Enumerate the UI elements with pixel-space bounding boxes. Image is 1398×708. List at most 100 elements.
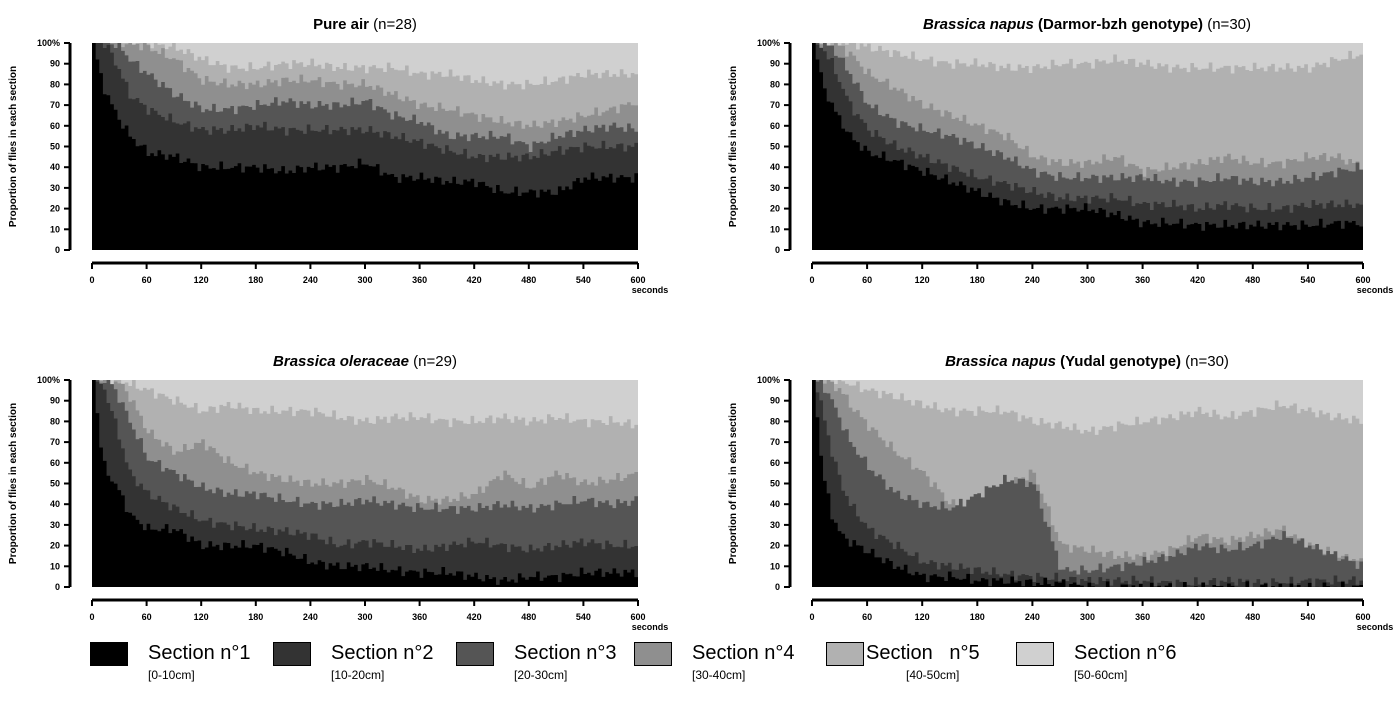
- y-tick-label: 100%: [757, 375, 780, 385]
- y-tick-label: 0: [775, 582, 780, 592]
- x-tick-label: 420: [1190, 612, 1205, 622]
- y-tick-label: 40: [770, 162, 780, 172]
- x-tick-label: 360: [412, 275, 427, 285]
- y-tick-label: 30: [50, 520, 60, 530]
- y-tick-label: 10: [770, 224, 780, 234]
- area-band-section-1: [812, 380, 1363, 587]
- y-tick-label: 80: [770, 79, 780, 89]
- x-tick-label: 240: [303, 612, 318, 622]
- legend-label: Section n°5: [866, 642, 980, 664]
- y-tick-label: 50: [50, 142, 60, 152]
- chart-title-n: (n=30): [1207, 16, 1251, 33]
- chart-title-main: Pure air: [313, 16, 373, 33]
- x-tick-label: 180: [248, 275, 263, 285]
- x-tick-label: 300: [357, 275, 372, 285]
- x-tick-label: 0: [89, 612, 94, 622]
- y-tick-label: 40: [50, 499, 60, 509]
- x-tick-label: 420: [467, 612, 482, 622]
- x-tick-label: 600: [1355, 612, 1370, 622]
- y-tick-label: 90: [770, 59, 780, 69]
- chart-title-n: (n=28): [373, 16, 417, 33]
- chart-title-main: (Darmor-bzh genotype): [1038, 16, 1207, 33]
- y-axis-label: Proportion of flies in each section: [8, 66, 19, 227]
- x-tick-label: 0: [89, 275, 94, 285]
- y-tick-label: 10: [50, 561, 60, 571]
- x-tick-label: 300: [1080, 275, 1095, 285]
- y-tick-label: 70: [770, 437, 780, 447]
- area-band-section-2: [92, 380, 638, 587]
- y-tick-label: 100%: [37, 38, 60, 48]
- legend-label: Section n°3: [514, 642, 617, 664]
- legend-swatch-section-3: [456, 642, 494, 666]
- legend-swatch-section-1: [90, 642, 128, 666]
- area-band-section-3: [812, 380, 1363, 587]
- chart-title: Pure air (n=28): [313, 16, 417, 33]
- legend-range: [40-50cm]: [906, 668, 960, 682]
- legend-range: [0-10cm]: [148, 668, 195, 682]
- y-tick-label: 80: [770, 416, 780, 426]
- y-tick-label: 20: [50, 204, 60, 214]
- y-tick-label: 60: [770, 458, 780, 468]
- x-tick-label: 600: [1355, 275, 1370, 285]
- y-axis-label: Proportion of flies in each section: [728, 403, 739, 564]
- x-tick-label: 300: [1080, 612, 1095, 622]
- y-tick-label: 20: [770, 204, 780, 214]
- chart-panel-1: 0 10 20 30 40 50 60 70 80 90 100% 0 60 120 180 240 300 36…: [8, 16, 668, 295]
- legend-swatch-section-6: [1016, 642, 1054, 666]
- y-axis-label: Proportion of flies in each section: [8, 403, 19, 564]
- x-tick-label: 60: [862, 612, 872, 622]
- y-tick-label: 90: [50, 59, 60, 69]
- x-tick-label: 180: [970, 275, 985, 285]
- chart-title: Brassica oleraceae (n=29): [273, 353, 457, 370]
- y-tick-label: 50: [50, 479, 60, 489]
- y-tick-label: 30: [770, 183, 780, 193]
- x-tick-label: 540: [576, 275, 591, 285]
- x-tick-label: 180: [248, 612, 263, 622]
- legend-label: Section n°4: [692, 642, 795, 664]
- y-tick-label: 80: [50, 79, 60, 89]
- y-tick-label: 30: [770, 520, 780, 530]
- x-tick-label: 420: [1190, 275, 1205, 285]
- x-tick-label: 60: [142, 612, 152, 622]
- y-tick-label: 10: [770, 561, 780, 571]
- x-tick-label: 360: [1135, 612, 1150, 622]
- legend-range: [20-30cm]: [514, 668, 568, 682]
- area-band-section-1: [812, 43, 1363, 250]
- chart-title-species: Brassica oleraceae: [273, 353, 413, 370]
- x-tick-label: 60: [862, 275, 872, 285]
- x-tick-label: 120: [915, 275, 930, 285]
- area-band-section-1: [92, 380, 638, 587]
- chart-title-main: (Yudal genotype): [1060, 353, 1185, 370]
- x-tick-label: 480: [521, 275, 536, 285]
- legend-label: Section n°6: [1074, 642, 1177, 664]
- x-tick-label: 480: [1245, 612, 1260, 622]
- legend-swatch-section-5: [826, 642, 864, 666]
- legend: Section n°1 [0-10cm] Section n°2 [10-20c…: [0, 638, 1398, 708]
- y-tick-label: 100%: [37, 375, 60, 385]
- x-tick-label: 480: [521, 612, 536, 622]
- legend-swatch-section-4: [634, 642, 672, 666]
- x-tick-label: 0: [809, 275, 814, 285]
- x-tick-label: 240: [303, 275, 318, 285]
- y-tick-label: 30: [50, 183, 60, 193]
- chart-title: Brassica napus (Yudal genotype) (n=30): [945, 353, 1229, 370]
- legend-range: [10-20cm]: [331, 668, 385, 682]
- y-tick-label: 40: [770, 499, 780, 509]
- x-tick-label: 180: [970, 612, 985, 622]
- x-tick-label: 360: [1135, 275, 1150, 285]
- x-tick-label: 120: [194, 612, 209, 622]
- x-tick-label: 540: [576, 612, 591, 622]
- chart-panel-4: 0 10 20 30 40 50 60 70 80 90 100% 0 60 120 180 240 300 36…: [728, 353, 1393, 632]
- x-tick-label: 540: [1300, 612, 1315, 622]
- x-tick-label: 420: [467, 275, 482, 285]
- legend-swatch-section-2: [273, 642, 311, 666]
- y-tick-label: 0: [775, 245, 780, 255]
- y-tick-label: 20: [770, 541, 780, 551]
- y-axis-label: Proportion of flies in each section: [728, 66, 739, 227]
- x-axis-label: seconds: [1357, 285, 1394, 295]
- x-tick-label: 240: [1025, 612, 1040, 622]
- legend-range: [50-60cm]: [1074, 668, 1128, 682]
- x-tick-label: 60: [142, 275, 152, 285]
- y-tick-label: 60: [50, 458, 60, 468]
